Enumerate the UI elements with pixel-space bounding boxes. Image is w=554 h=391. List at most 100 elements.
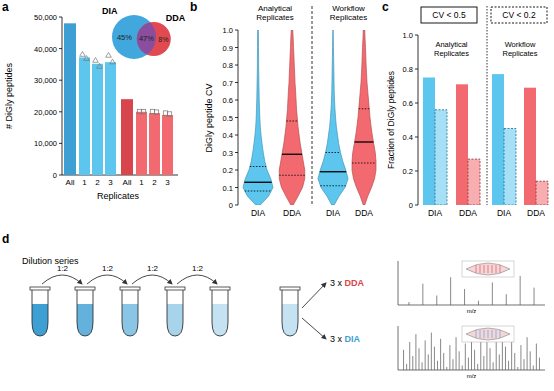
inset-line: [500, 265, 501, 273]
violin-quartile: [250, 166, 266, 167]
output-count: 3 x: [330, 334, 345, 344]
x-tick-label: DDA: [283, 208, 301, 218]
spectrum-peak: [506, 294, 507, 305]
plot-area: [243, 30, 376, 205]
panel-letter: d: [2, 232, 9, 246]
output-label: 3 x DDA: [330, 278, 365, 288]
spectrum-peak: [508, 361, 509, 370]
violin-quartile: [359, 108, 370, 109]
inset-line: [484, 265, 485, 273]
violin-quartile: [326, 152, 341, 153]
inset-violin: [466, 263, 510, 275]
dilution-label: 1:2: [147, 264, 159, 273]
output-method: DDA: [345, 278, 365, 288]
spectrum-peak: [514, 353, 515, 370]
spectrum-peak: [530, 351, 531, 370]
violin-quartile: [352, 163, 376, 164]
y-axis-label: # DiGly peptides: [4, 62, 14, 129]
violin: [243, 30, 273, 205]
y-tick-label: 0.3: [223, 149, 233, 158]
spectrum-peak: [431, 333, 432, 370]
bar: [136, 112, 147, 175]
y-tick-label: 0.1: [223, 184, 233, 193]
replicate-point: [154, 110, 158, 114]
spectrum-peak: [477, 364, 478, 370]
violin-quartile: [279, 175, 305, 176]
y-tick-label: 0: [229, 201, 233, 210]
x-tick-label: DIA: [326, 208, 341, 218]
bar: [79, 57, 90, 175]
y-tick: [235, 30, 238, 31]
y-tick-label: 0: [409, 201, 413, 210]
inset-line: [488, 265, 489, 273]
inset-line: [500, 330, 501, 338]
spectrum-peak: [464, 289, 465, 305]
y-tick-label: 0.6: [403, 99, 413, 108]
spectrum-peak: [456, 337, 457, 370]
x-tick-label: DIA: [428, 208, 443, 218]
spectrum-peak: [418, 348, 419, 370]
inset-line: [496, 265, 497, 273]
y-axis-label: Fraction of DiGly peptides: [386, 71, 396, 169]
y-axis-label: DiGly peptide CV: [204, 83, 214, 152]
spectrum-peak: [480, 342, 481, 370]
dilution-label: 1:2: [102, 264, 114, 273]
tube: [282, 290, 298, 336]
dilution-label: 1:2: [57, 264, 69, 273]
spectrum-peak: [428, 354, 429, 370]
spectrum-peak: [425, 340, 426, 370]
bar: [121, 99, 133, 175]
spectrum-axis-label: m/z: [467, 373, 477, 379]
spectrum-peak: [465, 344, 466, 370]
panel-letter: c: [382, 0, 389, 14]
spectrum-axis: [398, 326, 399, 370]
replicate-point: [167, 112, 171, 116]
legend-box: [421, 7, 477, 23]
y-tick-label: 20,000: [34, 108, 57, 117]
violin-median: [282, 154, 302, 155]
spectrum-peak: [496, 340, 497, 370]
spectrum-peak: [449, 345, 450, 370]
x-tick-label: DDA: [355, 208, 373, 218]
group-label-line: Replicates: [502, 49, 537, 58]
group-divider: [487, 6, 488, 205]
spectrum-peak: [422, 284, 423, 305]
spectrum-peak: [462, 365, 463, 370]
y-tick: [59, 143, 62, 144]
y-tick: [235, 100, 238, 101]
group-label-line: Replicates: [434, 49, 469, 58]
spectrum-peak: [415, 334, 416, 370]
spectrum-peak: [499, 354, 500, 370]
bar: [64, 23, 76, 175]
inset-line: [484, 330, 485, 338]
y-tick: [59, 80, 62, 81]
spectrum-peak: [474, 350, 475, 370]
inset-line: [480, 265, 481, 273]
x-axis-label: Replicates: [97, 191, 140, 201]
tube: [122, 290, 138, 336]
bar: [524, 88, 536, 205]
venn-dda: [137, 22, 171, 56]
violin: [352, 30, 376, 205]
y-tick: [415, 137, 418, 138]
x-tick-label: 3: [108, 178, 113, 187]
tube-rim: [75, 287, 95, 290]
replicate-point: [97, 63, 103, 68]
inset-line: [480, 330, 481, 338]
bar: [162, 115, 173, 175]
spectrum-peak: [533, 365, 534, 370]
bar: [435, 110, 447, 205]
legend-label: CV < 0.2: [502, 10, 536, 20]
y-tick: [59, 175, 62, 176]
venn-set-label: DDA: [166, 13, 186, 23]
tube: [212, 290, 228, 336]
dilution-arrow: [42, 275, 82, 284]
y-tick-label: 0.5: [223, 114, 233, 123]
x-tick-label: All: [123, 178, 132, 187]
violin: [279, 30, 305, 205]
spectrum-peak: [534, 288, 535, 305]
y-axis-line: [62, 17, 63, 175]
dilution-arrow: [177, 275, 217, 284]
inset-box: [462, 326, 514, 342]
figure: a010,00020,00030,00040,00050,000# DiGly …: [0, 0, 554, 391]
